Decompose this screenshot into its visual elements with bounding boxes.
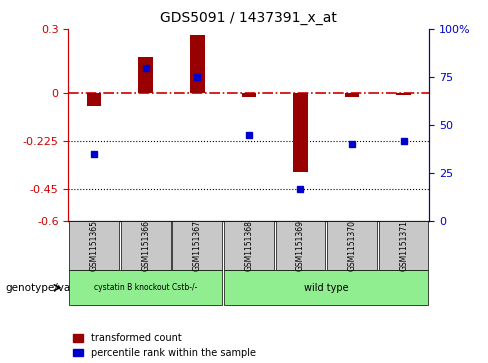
Bar bbox=[293, 93, 308, 172]
Text: genotype/variation: genotype/variation bbox=[5, 283, 104, 293]
Text: GSM1151368: GSM1151368 bbox=[244, 220, 253, 272]
Bar bbox=[396, 93, 411, 95]
Text: cystatin B knockout Cstb-/-: cystatin B knockout Cstb-/- bbox=[94, 283, 197, 292]
Bar bbox=[87, 93, 102, 106]
Text: wild type: wild type bbox=[304, 283, 348, 293]
Text: GSM1151366: GSM1151366 bbox=[141, 220, 150, 272]
Bar bbox=[242, 93, 256, 97]
Text: GSM1151369: GSM1151369 bbox=[296, 220, 305, 272]
Title: GDS5091 / 1437391_x_at: GDS5091 / 1437391_x_at bbox=[161, 11, 337, 25]
Legend: transformed count, percentile rank within the sample: transformed count, percentile rank withi… bbox=[73, 333, 256, 358]
Text: GSM1151365: GSM1151365 bbox=[90, 220, 99, 272]
Bar bbox=[139, 57, 153, 93]
Text: GSM1151371: GSM1151371 bbox=[399, 220, 408, 272]
Text: GSM1151370: GSM1151370 bbox=[347, 220, 357, 272]
Text: GSM1151367: GSM1151367 bbox=[193, 220, 202, 272]
Bar bbox=[345, 93, 359, 97]
Bar bbox=[190, 36, 204, 93]
